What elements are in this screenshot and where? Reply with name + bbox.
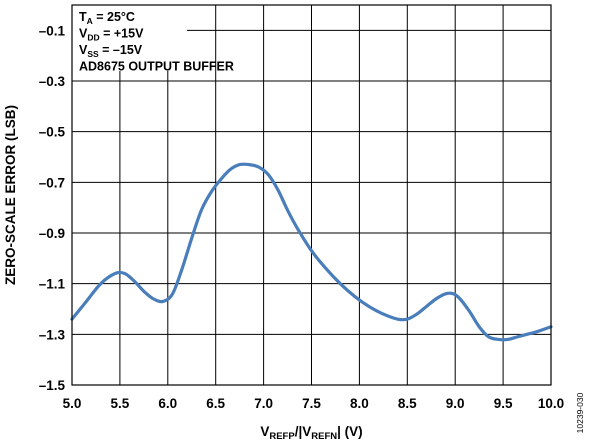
label-text: T <box>79 10 87 24</box>
y-tick-label: –1.3 <box>39 327 66 342</box>
label-text: = 25°C <box>93 10 135 24</box>
annotation-line: TA = 25°C <box>79 10 135 26</box>
x-axis-label: VREFP/|VREFN| (V) <box>260 424 362 442</box>
label-text: = –15V <box>99 43 143 57</box>
y-tick-label: –0.1 <box>39 23 66 38</box>
x-tick-label: 8.0 <box>350 396 369 411</box>
x-tick-label: 8.5 <box>398 396 417 411</box>
label-text: V <box>79 27 88 41</box>
y-tick-label: –1.1 <box>39 277 66 292</box>
y-tick-label: –1.5 <box>39 378 66 393</box>
x-tick-label: 5.0 <box>63 396 82 411</box>
y-axis-label: ZERO-SCALE ERROR (LSB) <box>3 105 18 285</box>
annotation-background <box>72 5 187 71</box>
x-tick-label: 10.0 <box>538 396 564 411</box>
x-tick-label: 6.0 <box>158 396 177 411</box>
subscript-text: SS <box>87 49 99 59</box>
subscript-text: REFN <box>311 431 337 442</box>
x-tick-label: 7.0 <box>254 396 273 411</box>
label-text: = +15V <box>100 27 144 41</box>
subscript-text: A <box>87 16 93 26</box>
y-tick-labels: –0.1 –0.3 –0.5 –0.7 –0.9 –1.1 –1.3 –1.5 <box>39 23 66 393</box>
annotation-line: VDD = +15V <box>79 27 144 43</box>
subscript-text: DD <box>87 33 99 43</box>
label-text: AD8675 OUTPUT BUFFER <box>79 60 234 74</box>
y-tick-label: –0.5 <box>39 125 66 140</box>
figure-code: 10239-030 <box>575 392 585 433</box>
label-text: | (V) <box>337 424 363 439</box>
plot-frame <box>71 4 552 386</box>
x-tick-labels: 5.0 5.5 6.0 6.5 7.0 7.5 8.0 8.5 9.0 9.5 10.0 <box>63 396 565 411</box>
x-tick-label: 9.0 <box>446 396 465 411</box>
label-text: V <box>260 424 269 439</box>
y-tick-label: –0.7 <box>39 175 65 190</box>
annotation-line: VSS = –15V <box>79 43 143 59</box>
y-tick-label: –0.9 <box>39 226 65 241</box>
series-line <box>70 162 553 342</box>
x-tick-label: 6.5 <box>206 396 225 411</box>
x-tick-label: 7.5 <box>302 396 321 411</box>
label-text: V <box>79 43 88 57</box>
annotation-line: AD8675 OUTPUT BUFFER <box>79 60 234 74</box>
x-tick-label: 9.5 <box>494 396 513 411</box>
label-text: /|V <box>295 424 312 439</box>
x-tick-label: 5.5 <box>111 396 130 411</box>
subscript-text: REFP <box>269 431 295 442</box>
y-tick-label: –0.3 <box>39 74 66 89</box>
